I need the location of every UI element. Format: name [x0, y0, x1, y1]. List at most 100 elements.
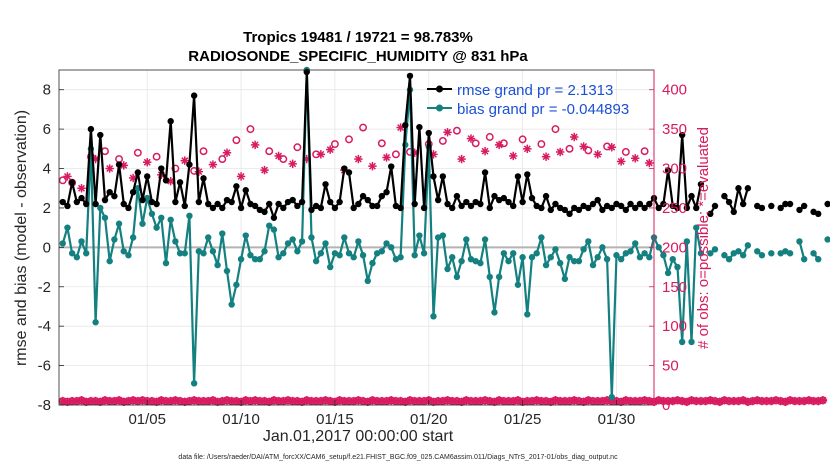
- rmse-point: [129, 188, 137, 196]
- obs-count-series: [58, 123, 828, 407]
- rmse-point: [655, 204, 662, 212]
- bias-point: [599, 244, 606, 251]
- obs-evaluated-marker: [382, 153, 391, 162]
- rmse-point: [186, 161, 193, 168]
- rmse-point: [411, 200, 418, 208]
- bias-point: [552, 246, 559, 253]
- y-axis-left-label: rmse and bias (model - observation): [13, 110, 30, 366]
- rmse-point: [322, 181, 329, 188]
- bias-point: [669, 255, 676, 263]
- bias-point: [162, 259, 170, 267]
- legend: rmse grand pr = 2.1313 bias grand pr = -…: [427, 82, 629, 118]
- bias-point: [336, 252, 343, 259]
- rmse-point: [641, 204, 648, 212]
- rmse-point: [758, 204, 766, 212]
- bias-point: [580, 246, 587, 253]
- rmse-point: [500, 194, 508, 202]
- rmse-point: [505, 198, 512, 206]
- obs-evaluated-marker: [523, 144, 532, 154]
- obs-possible-marker: [485, 133, 494, 141]
- rmse-point: [420, 204, 428, 212]
- bias-point: [594, 254, 601, 261]
- obs-evaluated-marker: [236, 172, 246, 181]
- rmse-point: [678, 131, 686, 139]
- obs-evaluated-marker: [316, 150, 326, 159]
- bias-point: [256, 255, 264, 263]
- obs-evaluated-marker: [570, 396, 579, 405]
- rmse-point: [341, 165, 348, 172]
- rmse-point: [542, 192, 550, 200]
- obs-possible-marker: [279, 155, 288, 164]
- rmse-point: [195, 198, 203, 206]
- legend-rmse-label: rmse grand pr = 2.1313: [457, 82, 613, 99]
- rmse-point: [181, 202, 188, 210]
- rmse-point: [205, 200, 212, 208]
- bias-point: [251, 255, 259, 263]
- bias-point: [317, 250, 325, 257]
- obs-possible-marker: [58, 176, 67, 185]
- rmse-point: [68, 179, 76, 186]
- obs-evaluated-marker: [720, 396, 729, 405]
- rmse-point: [331, 204, 339, 212]
- rmse-point: [547, 206, 554, 214]
- bias-point: [444, 265, 451, 273]
- obs-possible-marker: [232, 136, 241, 145]
- rmse-point: [289, 196, 296, 204]
- rmse-point: [176, 179, 184, 186]
- rmse-point: [693, 204, 700, 212]
- rmse-point: [725, 198, 733, 206]
- rmse-point: [524, 171, 531, 178]
- y-left-tick-label: -8: [38, 397, 51, 414]
- bias-point: [97, 204, 104, 212]
- obs-evaluated-marker: [368, 396, 377, 405]
- bias-point: [106, 257, 113, 265]
- obs-possible-marker: [293, 143, 302, 152]
- bias-point: [486, 273, 493, 281]
- rmse-point: [317, 204, 325, 212]
- obs-evaluated-marker: [570, 132, 579, 142]
- bias-point: [411, 252, 418, 259]
- rmse-point: [585, 204, 592, 212]
- rmse-point: [355, 200, 362, 208]
- rmse-point: [101, 196, 109, 204]
- bias-point: [664, 269, 672, 277]
- rmse-point: [683, 204, 691, 212]
- obs-evaluated-marker: [180, 156, 189, 165]
- bias-point: [800, 255, 808, 263]
- obs-possible-marker: [218, 155, 227, 164]
- obs-evaluated-marker: [485, 396, 494, 406]
- rmse-point: [467, 202, 475, 210]
- obs-evaluated-marker: [143, 158, 152, 167]
- rmse-point: [92, 200, 99, 208]
- bias-point: [519, 254, 526, 261]
- rmse-point: [815, 210, 822, 218]
- bias-point: [477, 259, 484, 267]
- bias-point: [510, 250, 517, 257]
- rmse-point: [735, 185, 742, 192]
- rmse-point: [463, 198, 470, 206]
- obs-possible-marker: [265, 147, 274, 156]
- obs-possible-marker: [171, 164, 180, 173]
- obs-possible-marker: [152, 152, 161, 161]
- rmse-point: [444, 200, 451, 208]
- rmse-point: [636, 200, 644, 208]
- bias-point: [78, 238, 85, 245]
- bias-point: [167, 216, 174, 223]
- obs-evaluated-marker: [63, 172, 72, 181]
- bias-point: [359, 252, 367, 259]
- bias-point: [721, 252, 728, 259]
- rmse-point: [280, 204, 287, 212]
- bias-point: [350, 254, 357, 261]
- rmse-point: [200, 175, 207, 182]
- bias-point: [275, 254, 282, 261]
- bias-point: [617, 255, 625, 263]
- bias-point: [585, 238, 592, 245]
- bias-point: [341, 234, 348, 241]
- bias-point: [636, 254, 644, 261]
- y-right-tick-label: 0: [662, 397, 670, 414]
- bias-point: [547, 254, 554, 261]
- rmse-point: [552, 200, 559, 208]
- rmse-point: [566, 210, 573, 218]
- obs-possible-marker: [565, 144, 574, 153]
